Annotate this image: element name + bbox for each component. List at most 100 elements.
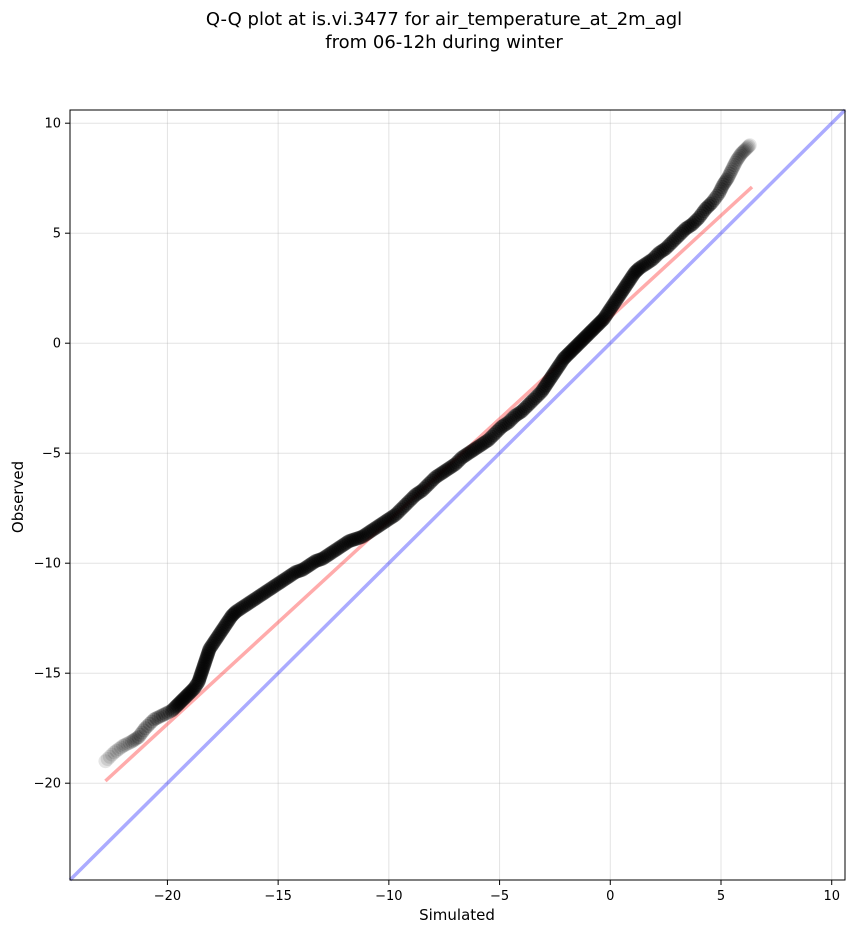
data-point (476, 436, 491, 451)
data-point (232, 602, 247, 617)
data-point (170, 698, 185, 713)
data-point (591, 317, 606, 332)
data-points (98, 138, 757, 769)
data-point (451, 453, 466, 468)
data-point (278, 571, 293, 586)
data-point (550, 361, 565, 376)
data-point (149, 711, 164, 726)
data-point (224, 609, 239, 623)
data-point (441, 461, 456, 476)
data-point (721, 169, 736, 183)
data-point (557, 350, 572, 365)
data-point (570, 338, 585, 353)
data-point (229, 604, 244, 619)
x-tick-label: −10 (375, 889, 402, 904)
data-point (244, 594, 259, 609)
data-point (198, 655, 213, 670)
data-point (658, 241, 673, 256)
data-point (670, 230, 685, 245)
data-point (666, 233, 681, 248)
data-point (196, 658, 211, 673)
data-point (578, 329, 593, 344)
data-point (162, 704, 177, 719)
data-point (182, 686, 197, 700)
data-point (351, 530, 366, 545)
data-point (436, 464, 451, 479)
data-point (514, 404, 529, 419)
data-point (178, 690, 193, 705)
y-axis-label: Observed (9, 461, 27, 533)
data-point (195, 663, 210, 678)
data-point (98, 754, 113, 769)
data-point (633, 260, 648, 275)
data-point (302, 558, 317, 573)
data-point (203, 640, 218, 655)
data-point (353, 530, 368, 545)
data-point (635, 259, 650, 274)
data-point (586, 321, 601, 336)
data-point (395, 501, 410, 516)
data-point (616, 282, 631, 297)
data-point (118, 737, 133, 752)
y-tick-label: −10 (34, 557, 61, 572)
data-point (680, 220, 695, 235)
data-point (179, 689, 194, 704)
data-point (735, 145, 750, 160)
x-tick-label: 0 (606, 889, 614, 904)
data-point (511, 406, 526, 421)
data-point (237, 599, 252, 614)
y-tick-label: 10 (44, 117, 61, 132)
data-point (544, 369, 559, 384)
data-point (252, 589, 267, 604)
data-point (435, 466, 449, 480)
data-point (529, 389, 544, 404)
data-point (213, 625, 228, 640)
data-point (685, 217, 700, 232)
data-point (181, 687, 196, 702)
data-point (320, 548, 335, 563)
data-point (710, 188, 725, 203)
data-point (605, 298, 620, 313)
data-point (413, 484, 428, 499)
data-point (325, 545, 340, 560)
data-point (513, 405, 528, 420)
data-point (177, 691, 192, 706)
data-point (496, 418, 511, 433)
data-point (668, 231, 683, 246)
data-point (193, 670, 208, 685)
data-point (365, 523, 380, 538)
data-point (226, 606, 241, 621)
data-point (551, 359, 566, 374)
data-point (356, 528, 371, 543)
data-point (627, 265, 642, 280)
data-point (719, 172, 734, 187)
data-point (342, 534, 356, 549)
chart-title-line2: from 06-12h during winter (325, 32, 563, 53)
data-point (138, 721, 153, 736)
data-point (283, 568, 298, 583)
data-point (488, 426, 503, 441)
data-point (458, 448, 473, 463)
data-point (406, 489, 421, 504)
data-point (444, 459, 459, 474)
data-point (180, 688, 195, 703)
data-point (193, 668, 208, 683)
data-point (225, 607, 240, 622)
data-point (239, 598, 254, 612)
data-point (656, 242, 671, 257)
data-point (125, 734, 139, 749)
data-point (330, 541, 345, 556)
data-point (706, 193, 721, 208)
data-point (509, 407, 524, 422)
data-point (428, 470, 443, 485)
data-point (197, 656, 212, 671)
data-point (708, 191, 723, 205)
data-point (265, 580, 280, 595)
data-point (122, 735, 137, 750)
data-point (695, 206, 710, 221)
data-point (571, 337, 586, 352)
data-point (187, 681, 201, 696)
data-point (348, 532, 363, 546)
data-point (645, 252, 660, 267)
data-point (603, 302, 618, 317)
